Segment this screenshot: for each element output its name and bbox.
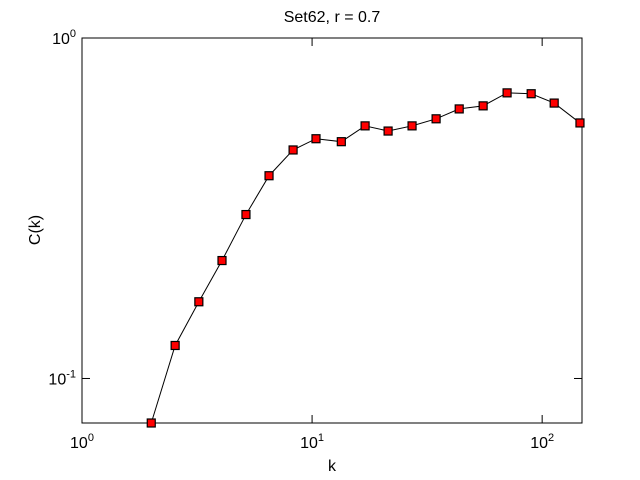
data-point <box>549 98 559 108</box>
chart-title: Set62, r = 0.7 <box>284 9 381 26</box>
data-point <box>454 104 464 114</box>
data-point <box>241 209 251 220</box>
data-point <box>194 297 204 307</box>
axes-box <box>81 37 583 424</box>
data-point <box>336 137 346 147</box>
x-tick-label: 101 <box>300 432 324 452</box>
data-point <box>383 126 393 136</box>
data-point <box>311 134 321 144</box>
y-axis-label: C(k) <box>27 215 44 245</box>
data-point <box>217 255 227 266</box>
data-point <box>502 88 512 98</box>
x-tick-label: 100 <box>70 432 94 452</box>
data-point <box>526 89 536 99</box>
data-point <box>431 114 441 124</box>
data-point <box>478 101 488 111</box>
data-point <box>575 118 585 128</box>
data-point <box>146 418 156 428</box>
data-point <box>264 171 274 181</box>
data-point <box>170 340 180 351</box>
y-tick-label: 100 <box>52 28 76 48</box>
data-point <box>360 121 370 131</box>
x-axis-label: k <box>328 458 337 475</box>
data-point <box>407 121 417 131</box>
y-tick-label: 10-1 <box>48 368 76 388</box>
x-tick-label: 102 <box>530 432 554 452</box>
data-point <box>288 145 298 155</box>
